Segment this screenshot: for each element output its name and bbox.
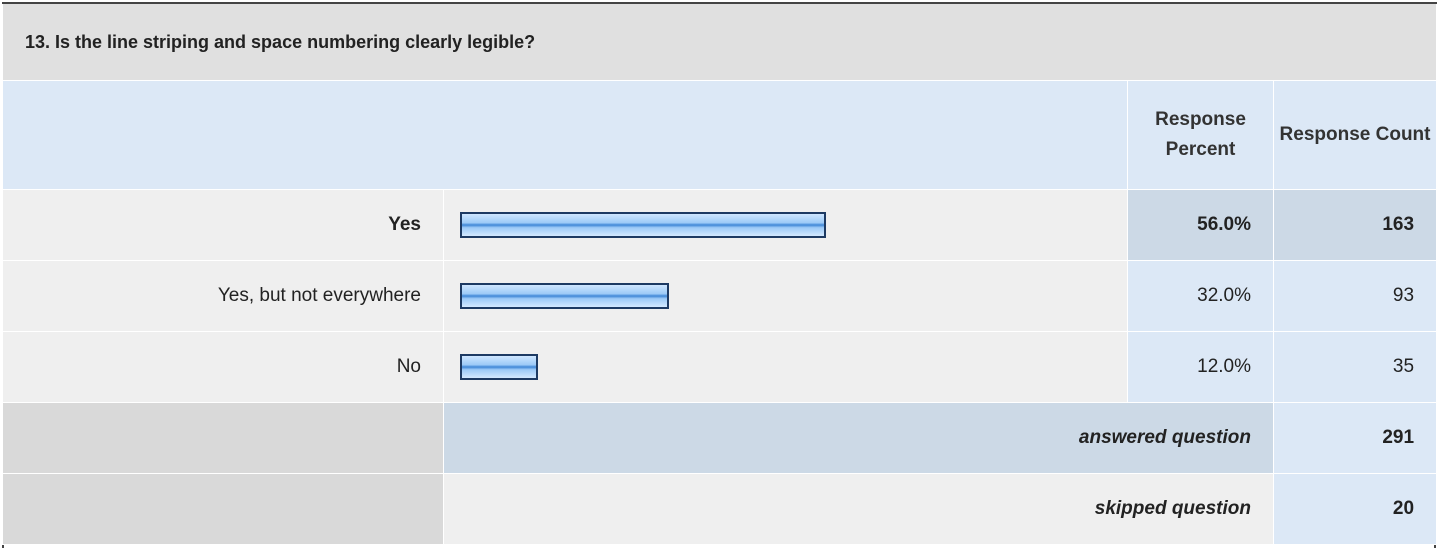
answered-count: 291 [1272,402,1438,474]
answer-label: No [2,331,444,403]
blank-cell [2,473,444,545]
question-title: 13. Is the line striping and space numbe… [1,2,1438,81]
response-percent: 56.0% [1127,189,1274,261]
answer-row: No 12.0% 35 [2,331,1438,403]
answer-row: Yes 56.0% 163 [2,189,1438,261]
bar [460,212,827,238]
bar [460,354,539,380]
bar [460,283,670,309]
header-percent: Response Percent [1127,80,1274,190]
response-percent: 32.0% [1127,260,1274,332]
response-count: 163 [1272,189,1438,261]
answer-label: Yes [2,189,444,261]
blank-cell [2,402,444,474]
answered-label: answered question [443,402,1274,474]
bar-cell [443,260,1128,332]
header-count: Response Count [1272,80,1438,190]
skipped-label: skipped question [443,473,1274,545]
header-blank [2,80,1128,190]
bar-cell [443,331,1128,403]
answer-row: Yes, but not everywhere 32.0% 93 [2,260,1438,332]
answer-label: Yes, but not everywhere [2,260,444,332]
response-count: 93 [1272,260,1438,332]
skipped-count: 20 [1272,473,1438,545]
response-count: 35 [1272,331,1438,403]
response-percent: 12.0% [1127,331,1274,403]
bar-cell [443,189,1128,261]
